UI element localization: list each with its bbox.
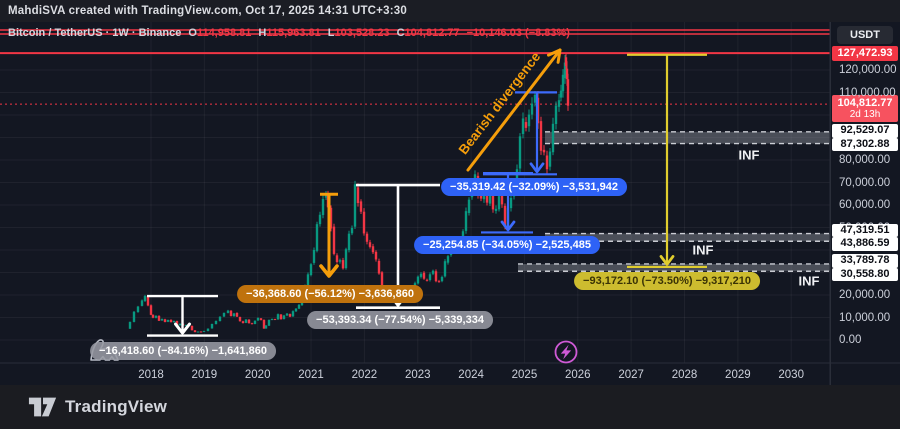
x-axis-year-label: 2027	[618, 369, 644, 381]
lightning-event-icon[interactable]	[554, 340, 578, 364]
price-tick-label: 10,000.00	[839, 311, 891, 324]
x-axis-year-label: 2024	[458, 369, 484, 381]
price-tick-label: 60,000.00	[839, 199, 891, 211]
legend-ohlc-value: 114,958.81	[196, 27, 252, 39]
ohlc-values: O114,958.81 H115,963.81 L103,528.23 C104,81…	[181, 27, 459, 39]
measure-label-projected-drop[interactable]: −93,172.10 (−73.50%) −9,317,210	[574, 272, 760, 290]
current-price-label: 104,812.77 2d 13h	[832, 95, 898, 123]
ath-price-label: 127,472.93	[832, 45, 898, 61]
x-axis-year-label: 2026	[565, 369, 591, 381]
watermark-titlebar: MahdiSVA created with TradingView.com, O…	[0, 0, 900, 22]
measurement-drop-2025-1[interactable]	[483, 91, 557, 176]
price-axis[interactable]: USDT 127,472.93 104,812.77 2d 13h 120,00…	[830, 22, 900, 385]
x-axis-year-label: 2023	[404, 369, 431, 381]
measure-label-2025-drop-2[interactable]: −25,254.85 (−34.05%) −2,525,485	[414, 236, 600, 254]
zone-price-label: 30,558.80	[832, 267, 898, 282]
x-axis-year-label: 2021	[298, 369, 324, 381]
currency-toggle-button[interactable]: USDT	[837, 26, 893, 44]
current-price-value: 104,812.77	[837, 97, 893, 110]
legend-ohlc-letter: L	[327, 27, 335, 39]
price-tick-label: 120,000.00	[839, 64, 897, 76]
change-value: −10,146.03 (−8.83%)	[466, 27, 570, 39]
price-tick-label: 80,000.00	[839, 154, 891, 166]
measurement-drop-2018[interactable]	[147, 294, 218, 337]
x-axis-year-label: 2019	[191, 369, 218, 381]
legend-ohlc-value: 104,812.77	[404, 27, 460, 39]
measurement-projected-drop[interactable]	[627, 53, 707, 269]
zone-price-label: 33,789.78	[832, 254, 898, 268]
page-title: MahdiSVA created with TradingView.com, O…	[8, 5, 407, 17]
measure-label-2018-drop[interactable]: −16,418.60 (−84.16%) −1,641,860	[90, 342, 276, 360]
legend-ohlc-letter: H	[258, 27, 267, 39]
price-tick-label: 110,000.00	[839, 86, 896, 99]
zone-price-label: 87,302.88	[832, 137, 898, 152]
zone-price-label: 47,319.51	[832, 223, 898, 238]
zone-inf-label-1: INF	[738, 147, 760, 163]
bar-countdown: 2d 13h	[849, 109, 881, 121]
symbol-legend[interactable]: Bitcoin / TetherUS · 1W · Binance O114,95…	[8, 27, 570, 39]
x-axis-year-label: 2025	[511, 369, 538, 381]
symbol-name[interactable]: Bitcoin / TetherUS · 1W · Binance	[8, 27, 182, 39]
price-tick-label: 70,000.00	[839, 176, 891, 189]
measure-label-2025-drop-1[interactable]: −35,319.42 (−32.09%) −3,531,942	[441, 178, 627, 196]
zone-price-label: 43,886.59	[832, 237, 898, 251]
zone-price-label: 92,529.07	[832, 124, 898, 138]
measure-label-2021-correction[interactable]: −36,368.60 (−56.12%) −3,636,860	[237, 285, 423, 303]
measurement-drop-2021-mid[interactable]	[319, 192, 339, 278]
x-axis-year-label: 2028	[671, 369, 698, 381]
x-axis-year-label: 2029	[725, 369, 751, 381]
x-axis-year-label: 2020	[244, 369, 271, 381]
tradingview-brand-text[interactable]: TradingView	[65, 397, 168, 416]
legend-ohlc-value: 103,528.23	[334, 27, 390, 39]
legend-ohlc-value: 115,963.81	[266, 27, 321, 39]
price-tick-label: 20,000.00	[839, 289, 891, 301]
price-tick-label: 0.00	[839, 334, 862, 346]
tradingview-logo[interactable]	[28, 396, 58, 418]
legend-ohlc-letter: C	[396, 27, 405, 39]
zone-inf-label-3: INF	[798, 273, 820, 289]
bearish-divergence-label[interactable]: Bearish divergence	[456, 49, 544, 157]
x-axis-year-label: 2022	[351, 369, 378, 381]
legend-ohlc-letter: O	[188, 27, 197, 39]
x-axis-year-label: 2030	[778, 369, 804, 381]
tradingview-footer: TradingView	[0, 385, 900, 429]
x-axis-year-label: 2018	[138, 369, 164, 381]
price-lines	[0, 29, 830, 105]
zone-inf-label-2: INF	[692, 242, 714, 258]
measure-label-2022-drop[interactable]: −53,393.34 (−77.54%) −5,339,334	[307, 311, 493, 329]
bearish-divergence-arrow[interactable]	[466, 48, 562, 172]
